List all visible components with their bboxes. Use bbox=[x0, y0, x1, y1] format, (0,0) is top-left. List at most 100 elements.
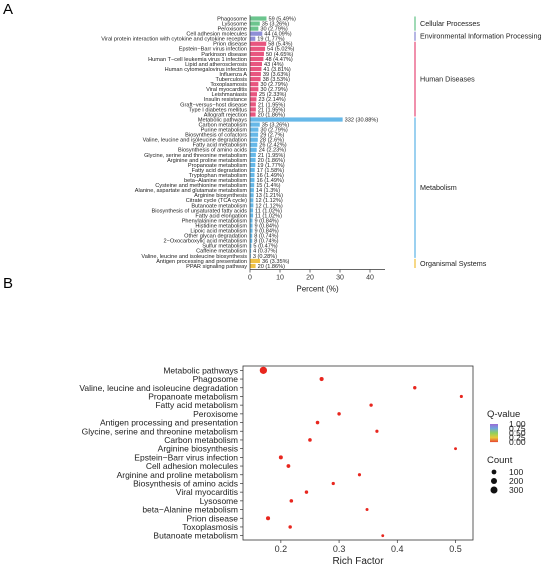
bar bbox=[250, 198, 254, 203]
y-tick-label: Antigen processing and presentation bbox=[100, 418, 238, 428]
bar bbox=[250, 188, 254, 193]
plot-frame bbox=[242, 365, 474, 541]
bar bbox=[250, 122, 260, 127]
bar-category-label: Lipoic acid metabolism bbox=[190, 229, 247, 235]
bar bbox=[250, 142, 258, 147]
bar-category-label: Biosynthesis of unsaturated fatty acids bbox=[152, 208, 248, 214]
bar-category-label: Human cytomegalovirus infection bbox=[165, 67, 247, 73]
y-tick-label: beta−Alanine metabolism bbox=[142, 505, 238, 515]
bar bbox=[250, 228, 253, 233]
bar-category-label: Prion disease bbox=[213, 42, 247, 48]
x-tick-label: 10 bbox=[276, 275, 284, 282]
y-tick-label: Toxoplasmosis bbox=[182, 522, 238, 532]
bar-category-label: Allograft rejection bbox=[204, 112, 247, 118]
bar-value-label: 15 (1.4%) bbox=[256, 183, 280, 189]
bar-category-label: Type I diabetes mellitus bbox=[189, 107, 248, 113]
bar-category-label: Toxoplasmosis bbox=[210, 82, 247, 88]
bar-category-label: Histidine metabolism bbox=[195, 223, 247, 229]
bar-value-label: 48 (4.47%) bbox=[265, 57, 292, 63]
color-legend-tick: 1.00 bbox=[509, 419, 526, 429]
x-tick-label: 0.2 bbox=[275, 544, 288, 554]
bar bbox=[250, 213, 254, 218]
point bbox=[413, 386, 417, 390]
bar-value-label: 30 (2.79%) bbox=[260, 82, 287, 88]
point bbox=[286, 464, 291, 468]
size-legend-tick: 300 bbox=[509, 485, 523, 495]
bar bbox=[250, 193, 254, 198]
bar-category-label: Biosynthesis of amino acids bbox=[178, 148, 247, 154]
bar-category-label: Phenylalanine metabolism bbox=[182, 218, 248, 224]
point bbox=[259, 366, 268, 374]
point bbox=[308, 438, 312, 442]
bar-category-label: Epstein−Barr virus infection bbox=[179, 47, 247, 53]
color-legend-title: Q-value bbox=[487, 409, 520, 420]
bar bbox=[250, 77, 261, 82]
bar-category-label: Viral myocarditis bbox=[206, 87, 247, 93]
x-axis-title: Rich Factor bbox=[332, 556, 384, 565]
color-legend-tick: 0.00 bbox=[509, 437, 526, 447]
bar bbox=[250, 248, 252, 253]
y-tick-label: Arginine biosynthesis bbox=[158, 444, 238, 454]
bar-category-label: Cysteine and methionine metabolism bbox=[155, 183, 247, 189]
bar bbox=[250, 162, 256, 168]
bar bbox=[250, 203, 254, 208]
bar bbox=[250, 253, 251, 258]
bar-value-label: 28 (2.6%) bbox=[260, 138, 284, 144]
bar-value-label: 36 (3.35%) bbox=[262, 259, 289, 265]
point bbox=[381, 534, 385, 538]
bar-category-label: Butanoate metabolism bbox=[191, 203, 247, 209]
point bbox=[375, 429, 379, 433]
bar-value-label: 9 (0.84%) bbox=[255, 223, 279, 229]
bar bbox=[250, 127, 259, 132]
bar-category-label: Antigen processing and presentation bbox=[156, 259, 247, 265]
bar bbox=[250, 147, 257, 152]
bar-value-label: 20 (1.86%) bbox=[258, 158, 285, 164]
panel-a-label: A bbox=[3, 1, 13, 18]
y-tick-label: Biosynthesis of amino acids bbox=[133, 478, 238, 488]
bar-category-label: Parkinson disease bbox=[201, 52, 247, 58]
y-tick-label: Valine, leucine and isoleucine degradati… bbox=[79, 383, 238, 393]
bar bbox=[250, 178, 255, 183]
bar-category-label: Metabolic pathways bbox=[198, 117, 247, 123]
bar-category-label: Insulin resistance bbox=[204, 97, 247, 103]
size-legend-tick: 100 bbox=[509, 467, 523, 477]
bar-value-label: 25 (2.33%) bbox=[259, 92, 286, 98]
bar-category-label: Biosynthesis of cofactors bbox=[185, 133, 247, 139]
bar-value-label: 50 (4.65%) bbox=[266, 52, 293, 58]
y-tick-label: Fatty acid metabolism bbox=[155, 400, 238, 410]
bar bbox=[250, 102, 256, 107]
bar bbox=[250, 152, 256, 157]
bar-value-label: 30 (2.79%) bbox=[260, 27, 287, 33]
y-tick-label: Metabolic pathways bbox=[163, 365, 238, 375]
bar bbox=[250, 167, 255, 173]
bar bbox=[250, 87, 259, 92]
y-tick-label: Butanoate metabolism bbox=[153, 531, 238, 541]
bar bbox=[250, 117, 343, 122]
bar-category-label: Citrate cycle (TCA cycle) bbox=[186, 198, 247, 204]
bar-category-label: Other glycan degradation bbox=[184, 234, 247, 240]
bar-value-label: 20 (1.86%) bbox=[258, 112, 285, 118]
bar-category-label: Phagosome bbox=[217, 16, 247, 22]
point bbox=[454, 447, 457, 451]
bar bbox=[250, 243, 252, 248]
bar-value-label: 17 (1.58%) bbox=[257, 168, 284, 174]
bar-category-label: Leishmaniasis bbox=[212, 92, 248, 98]
point bbox=[304, 490, 309, 494]
bar bbox=[250, 36, 256, 41]
bar-value-label: 44 (4.09%) bbox=[264, 32, 291, 38]
bar-value-label: 16 (1.49%) bbox=[256, 178, 283, 184]
bar-category-label: Fatty acid degradation bbox=[192, 168, 247, 174]
bar-category-label: beta−Alanine metabolism bbox=[184, 178, 247, 184]
group-label: Human Diseases bbox=[420, 75, 475, 84]
bar-category-label: Arginine biosynthesis bbox=[194, 193, 247, 199]
bar bbox=[250, 61, 262, 67]
bar bbox=[250, 107, 256, 112]
point bbox=[365, 508, 369, 512]
point bbox=[265, 516, 271, 521]
x-tick-label: 40 bbox=[366, 275, 374, 282]
bar-value-label: 29 (2.7%) bbox=[260, 133, 284, 139]
bar bbox=[250, 233, 253, 238]
bar-value-label: 21 (1.95%) bbox=[258, 153, 285, 159]
bar bbox=[250, 258, 261, 264]
color-legend-tick: 0.50 bbox=[509, 428, 526, 438]
